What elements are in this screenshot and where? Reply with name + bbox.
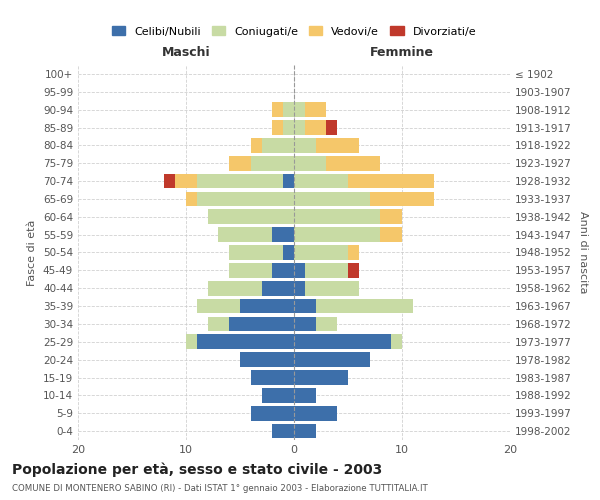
Bar: [294, 334, 391, 349]
Bar: [294, 120, 305, 135]
Bar: [251, 370, 294, 385]
Bar: [294, 156, 326, 170]
Bar: [294, 316, 316, 331]
Y-axis label: Fasce di età: Fasce di età: [28, 220, 37, 286]
Bar: [326, 156, 380, 170]
Bar: [294, 388, 316, 402]
Bar: [294, 228, 380, 242]
Bar: [305, 281, 359, 295]
Y-axis label: Anni di nascita: Anni di nascita: [578, 211, 588, 294]
Bar: [229, 245, 283, 260]
Text: COMUNE DI MONTENERO SABINO (RI) - Dati ISTAT 1° gennaio 2003 - Elaborazione TUTT: COMUNE DI MONTENERO SABINO (RI) - Dati I…: [12, 484, 428, 493]
Bar: [240, 298, 294, 314]
Bar: [262, 281, 294, 295]
Bar: [348, 263, 359, 278]
Bar: [348, 174, 434, 188]
Bar: [262, 138, 294, 152]
Bar: [294, 102, 305, 117]
Bar: [294, 370, 348, 385]
Bar: [283, 245, 294, 260]
Bar: [272, 424, 294, 438]
Bar: [316, 138, 359, 152]
Bar: [294, 281, 305, 295]
Bar: [164, 174, 175, 188]
Legend: Celibi/Nubili, Coniugati/e, Vedovi/e, Divorziati/e: Celibi/Nubili, Coniugati/e, Vedovi/e, Di…: [107, 22, 481, 41]
Bar: [229, 156, 251, 170]
Bar: [294, 245, 348, 260]
Text: Maschi: Maschi: [161, 46, 211, 60]
Bar: [283, 120, 294, 135]
Bar: [208, 210, 294, 224]
Bar: [229, 316, 294, 331]
Bar: [294, 406, 337, 420]
Bar: [294, 210, 380, 224]
Bar: [208, 281, 262, 295]
Bar: [272, 120, 283, 135]
Bar: [251, 138, 262, 152]
Bar: [305, 120, 326, 135]
Bar: [272, 263, 294, 278]
Bar: [370, 192, 434, 206]
Bar: [251, 156, 294, 170]
Bar: [208, 316, 229, 331]
Text: Popolazione per età, sesso e stato civile - 2003: Popolazione per età, sesso e stato civil…: [12, 462, 382, 477]
Bar: [294, 263, 305, 278]
Bar: [262, 388, 294, 402]
Bar: [283, 174, 294, 188]
Bar: [251, 406, 294, 420]
Bar: [326, 120, 337, 135]
Bar: [348, 245, 359, 260]
Bar: [186, 192, 197, 206]
Bar: [272, 228, 294, 242]
Bar: [197, 174, 283, 188]
Bar: [316, 298, 413, 314]
Bar: [294, 138, 316, 152]
Bar: [294, 424, 316, 438]
Bar: [316, 316, 337, 331]
Bar: [294, 352, 370, 367]
Bar: [197, 192, 294, 206]
Bar: [380, 228, 402, 242]
Bar: [294, 174, 348, 188]
Bar: [283, 102, 294, 117]
Bar: [380, 210, 402, 224]
Bar: [218, 228, 272, 242]
Bar: [240, 352, 294, 367]
Bar: [175, 174, 197, 188]
Bar: [229, 263, 272, 278]
Bar: [272, 102, 283, 117]
Bar: [197, 334, 294, 349]
Bar: [186, 334, 197, 349]
Text: Femmine: Femmine: [370, 46, 434, 60]
Bar: [294, 192, 370, 206]
Bar: [294, 298, 316, 314]
Bar: [197, 298, 240, 314]
Bar: [391, 334, 402, 349]
Bar: [305, 263, 348, 278]
Bar: [305, 102, 326, 117]
